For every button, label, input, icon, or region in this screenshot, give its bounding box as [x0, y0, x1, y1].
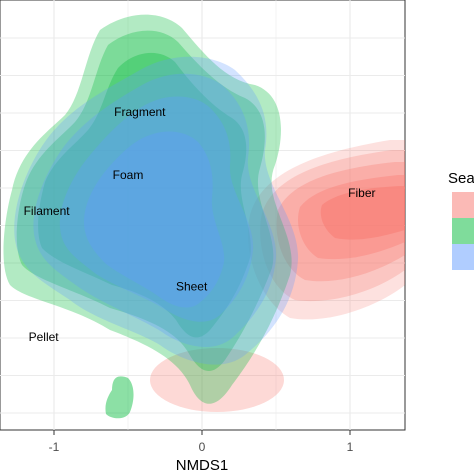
annotation-label-fiber: Fiber	[348, 186, 375, 200]
legend-title: Sea	[448, 170, 474, 187]
x-tick-label: -1	[49, 440, 60, 454]
annotation-labels: Fragment Foam Filament Fiber Sheet Pellet	[24, 105, 376, 344]
annotation-label-fragment: Fragment	[114, 105, 166, 119]
legend-swatch-red	[452, 192, 474, 218]
annotation-label-sheet: Sheet	[176, 280, 208, 294]
x-tick-label: 1	[347, 440, 354, 454]
legend: Sea	[448, 170, 474, 270]
x-axis: NMDS1 -1 0 1	[49, 430, 354, 474]
x-tick-label: 0	[199, 440, 206, 454]
annotation-label-filament: Filament	[24, 204, 71, 218]
plot-panel	[0, 0, 406, 431]
red-density-region	[150, 140, 405, 412]
green-density-region	[3, 14, 292, 419]
legend-swatch-green	[452, 218, 474, 244]
x-axis-title: NMDS1	[176, 457, 229, 474]
annotation-label-foam: Foam	[113, 168, 144, 182]
grid-lines	[0, 0, 405, 430]
legend-swatch-blue	[452, 244, 474, 270]
blue-density-region	[14, 56, 299, 365]
annotation-label-pellet: Pellet	[29, 330, 60, 344]
